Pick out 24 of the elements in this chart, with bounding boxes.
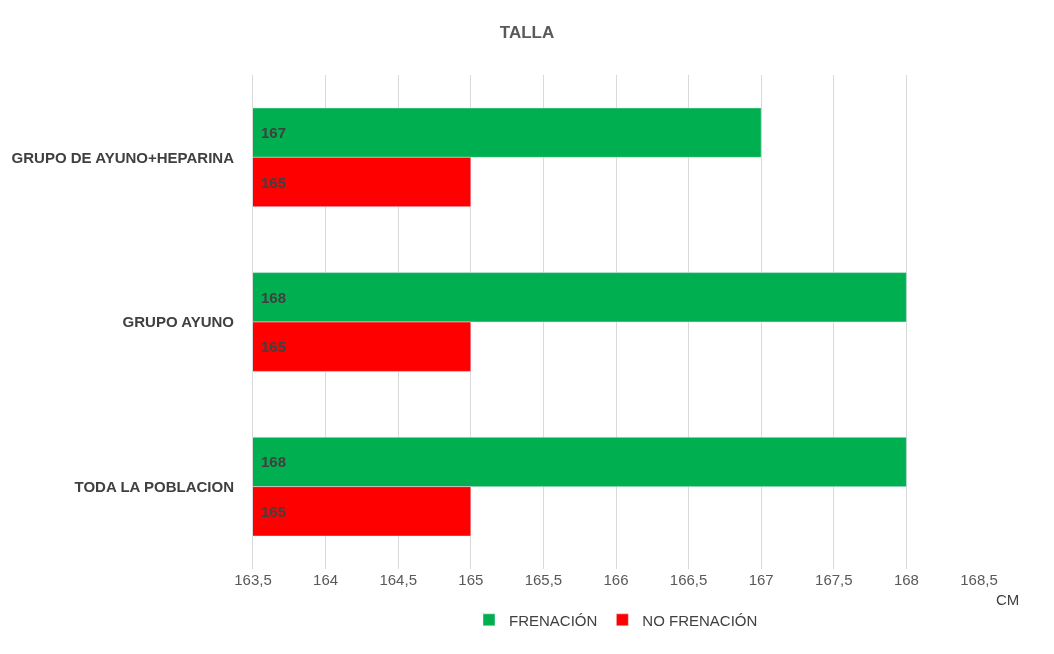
x-tick-label: 167,5: [815, 571, 853, 588]
x-tick-label: 165: [458, 571, 484, 588]
data-label: 167: [261, 124, 287, 141]
x-tick-label: 166,5: [669, 571, 708, 588]
x-tick-label: 167: [748, 571, 774, 588]
legend-label: NO FRENACIÓN: [642, 611, 758, 629]
x-tick-label: 164: [313, 571, 339, 588]
x-tick-label: 168,5: [960, 571, 998, 588]
y-tick-label: GRUPO DE AYUNO+HEPARINA: [11, 148, 235, 166]
x-tick-label: 163,5: [234, 571, 272, 588]
y-tick-label: TODA LA POBLACION: [74, 477, 234, 495]
x-tick-label: 168: [893, 571, 919, 588]
x-tick-label: 164,5: [379, 571, 417, 588]
data-label: 165: [261, 174, 287, 191]
x-tick-label: 166: [603, 571, 629, 588]
y-tick-label: GRUPO AYUNO: [122, 313, 235, 331]
data-label: 168: [261, 289, 287, 306]
chart-title: TALLA: [499, 23, 555, 43]
x-tick-label: 165,5: [524, 571, 563, 588]
data-label: 165: [261, 503, 287, 520]
legend-label: FRENACIÓN: [509, 611, 598, 629]
x-axis-title: CM: [996, 591, 1020, 608]
data-label: 168: [261, 453, 287, 470]
data-label: 165: [261, 338, 287, 355]
